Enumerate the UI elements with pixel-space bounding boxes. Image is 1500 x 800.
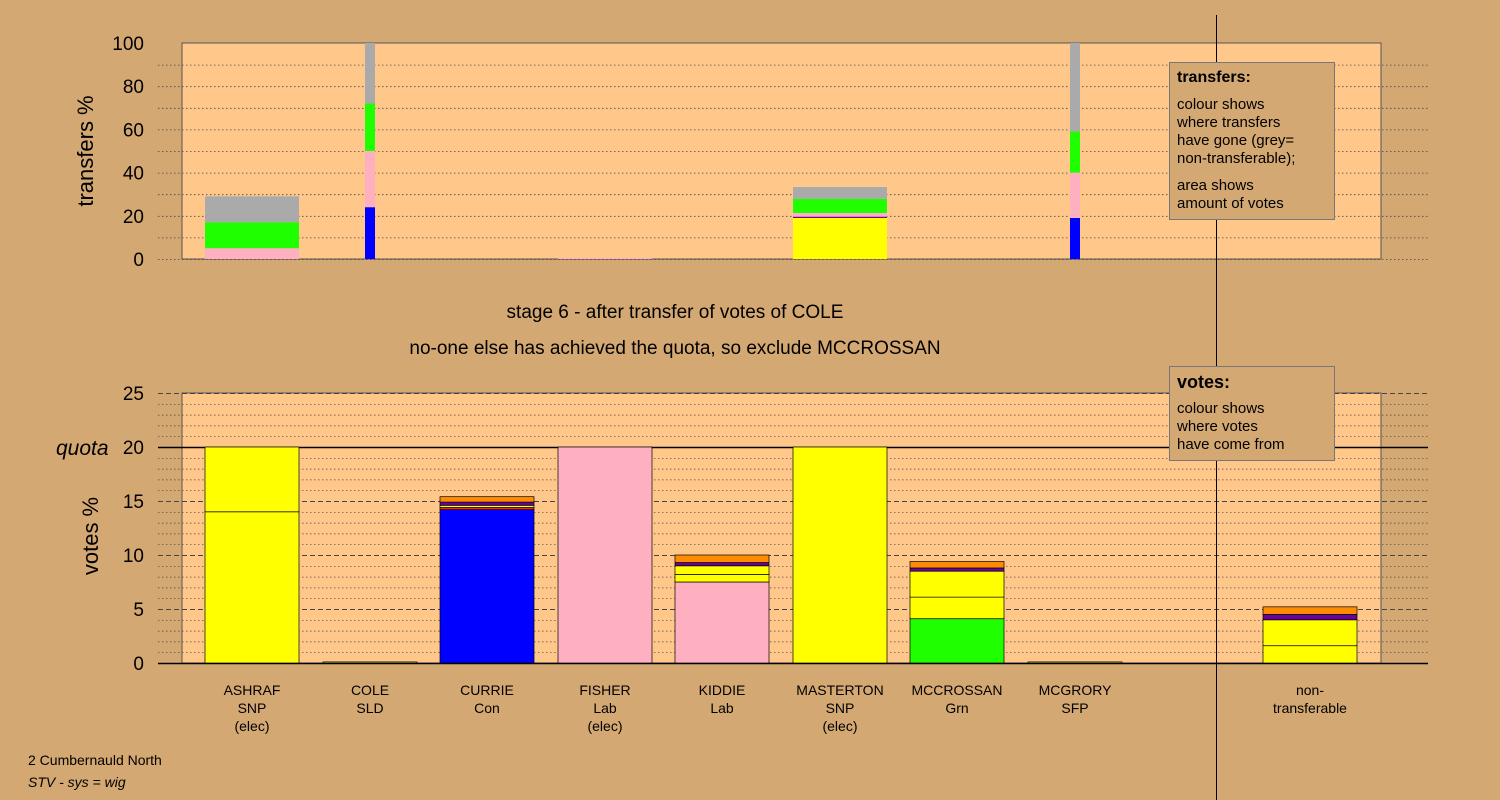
transfer-segment <box>793 187 887 199</box>
vote-segment <box>1027 661 1123 664</box>
category-label: SFP <box>1061 700 1088 716</box>
vote-segment <box>1262 614 1358 621</box>
category-label: Lab <box>593 700 617 716</box>
transfer-segment <box>558 257 652 259</box>
category-label: Con <box>474 700 500 716</box>
footer-ward: 2 Cumbernauld North <box>28 752 162 768</box>
vote-segment <box>1262 619 1358 647</box>
y-tick-label: 0 <box>133 654 144 675</box>
y-tick-label: 20 <box>123 438 144 459</box>
transfers-legend-line: non-transferable); <box>1177 150 1296 167</box>
vote-segment <box>909 567 1005 572</box>
category-label: transferable <box>1273 700 1347 716</box>
transfers-legend-line: colour shows <box>1177 96 1265 113</box>
category-label: MCGRORY <box>1039 682 1113 698</box>
y-tick-label: 60 <box>123 120 144 141</box>
category-label: SNP <box>826 700 855 716</box>
transfers-legend-line: area shows <box>1177 177 1254 194</box>
vote-segment <box>909 618 1005 664</box>
transfers-legend-line: have gone (grey= <box>1177 132 1295 149</box>
transfer-segment <box>1070 43 1080 132</box>
votes-legend-line: have come from <box>1177 436 1285 453</box>
y-tick-label: 10 <box>123 546 144 567</box>
y-axis-label: votes % <box>78 497 103 575</box>
category-label: MCCROSSAN <box>911 682 1002 698</box>
transfer-segment <box>365 207 375 259</box>
transfer-segment <box>365 103 375 151</box>
votes-legend-heading: votes: <box>1177 372 1231 392</box>
transfers-legend-line: where transfers <box>1177 114 1281 131</box>
transfer-segment <box>793 217 887 259</box>
votes-legend-box: votes: colour shows where votes have com… <box>1169 366 1335 461</box>
votes-legend-line: colour shows <box>1177 400 1265 417</box>
y-tick-label: 80 <box>123 77 144 98</box>
vote-segment <box>322 661 418 664</box>
category-label: SLD <box>356 700 383 716</box>
y-tick-label: 40 <box>123 164 144 185</box>
transfer-segment <box>365 43 375 104</box>
transfer-segment <box>1070 217 1080 259</box>
y-tick-label: 5 <box>133 600 144 621</box>
category-label: (elec) <box>822 718 857 734</box>
stage-subtitle: no-one else has achieved the quota, so e… <box>409 338 940 359</box>
y-tick-label: 100 <box>112 34 144 55</box>
vote-segment <box>204 511 300 664</box>
category-label: (elec) <box>587 718 622 734</box>
vote-segment <box>909 561 1005 569</box>
transfers-legend-heading: transfers: <box>1177 69 1251 86</box>
transfers-legend-line: amount of votes <box>1177 195 1284 212</box>
transfers-legend-box: transfers: colour shows where transfers … <box>1169 62 1335 220</box>
vote-segment <box>204 446 300 513</box>
stage-title: stage 6 - after transfer of votes of COL… <box>507 302 844 323</box>
transfer-segment <box>205 196 299 223</box>
vote-segment <box>909 596 1005 620</box>
category-label: Grn <box>945 700 968 716</box>
transfer-segment <box>1070 172 1080 218</box>
category-label: SNP <box>238 700 267 716</box>
category-label: KIDDIE <box>699 682 746 698</box>
vote-segment <box>1262 606 1358 615</box>
vote-segment <box>439 501 535 506</box>
transfer-segment <box>205 222 299 249</box>
y-tick-label: 15 <box>123 492 144 513</box>
y-tick-label: 20 <box>123 207 144 228</box>
category-label: FISHER <box>579 682 630 698</box>
category-label: MASTERTON <box>796 682 883 698</box>
vote-segment <box>792 446 888 664</box>
vote-segment <box>1262 645 1358 664</box>
transfer-segment <box>1070 131 1080 173</box>
category-label: (elec) <box>234 718 269 734</box>
y-tick-label: 25 <box>123 384 144 405</box>
transfer-segment <box>793 198 887 213</box>
vote-segment <box>674 554 770 563</box>
vote-segment <box>674 562 770 567</box>
vote-segment <box>674 581 770 664</box>
category-label: non- <box>1296 682 1324 698</box>
transfer-segment <box>365 151 375 208</box>
vote-segment <box>439 509 535 664</box>
vote-segment <box>674 565 770 575</box>
footer-system: STV - sys = wig <box>28 774 126 790</box>
vote-segment <box>439 496 535 503</box>
y-axis-label: transfers % <box>73 95 98 206</box>
category-label: ASHRAF <box>224 682 281 698</box>
vote-segment <box>557 446 653 664</box>
transfer-segment <box>793 212 887 217</box>
transfer-segment <box>205 248 299 259</box>
votes-legend-line: where votes <box>1177 418 1258 435</box>
y-tick-label: 0 <box>133 250 144 271</box>
category-label: COLE <box>351 682 389 698</box>
category-label: CURRIE <box>460 682 514 698</box>
vote-segment <box>909 570 1005 598</box>
vote-segment <box>674 574 770 583</box>
transfer-segment <box>793 216 887 218</box>
category-label: Lab <box>710 700 734 716</box>
quota-label: quota <box>56 437 109 460</box>
